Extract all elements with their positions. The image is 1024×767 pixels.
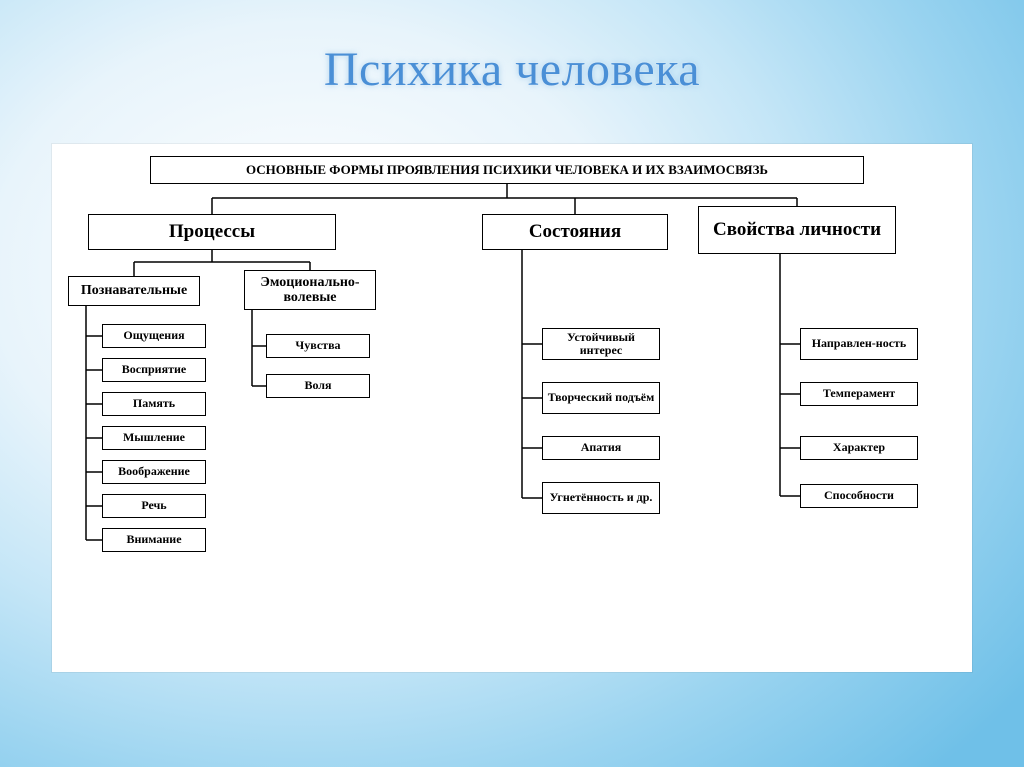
node-proc: Процессы — [88, 214, 336, 250]
node-volya: Воля — [266, 374, 370, 398]
connector-12 — [780, 254, 800, 496]
diagram-panel: ОСНОВНЫЕ ФОРМЫ ПРОЯВЛЕНИЯ ПСИХИКИ ЧЕЛОВЕ… — [52, 144, 972, 672]
node-spos: Способности — [800, 484, 918, 508]
node-khar: Характер — [800, 436, 918, 460]
node-ugn: Угнетённость и др. — [542, 482, 660, 514]
node-top: ОСНОВНЫЕ ФОРМЫ ПРОЯВЛЕНИЯ ПСИХИКИ ЧЕЛОВЕ… — [150, 156, 864, 184]
connector-9 — [86, 306, 102, 540]
node-voobr: Воображение — [102, 460, 206, 484]
node-svoi: Свойства личности — [698, 206, 896, 254]
node-sost: Состояния — [482, 214, 668, 250]
node-oshch: Ощущения — [102, 324, 206, 348]
node-uint: Устойчивый интерес — [542, 328, 660, 360]
connector-11 — [522, 250, 542, 498]
node-napr: Направлен-ность — [800, 328, 918, 360]
node-vospr: Восприятие — [102, 358, 206, 382]
slide-title: Психика человека — [0, 0, 1024, 97]
node-vnim: Внимание — [102, 528, 206, 552]
node-chuv: Чувства — [266, 334, 370, 358]
node-temp: Темперамент — [800, 382, 918, 406]
node-emoc: Эмоционально-волевые — [244, 270, 376, 310]
node-apat: Апатия — [542, 436, 660, 460]
connector-10 — [252, 310, 266, 386]
node-mysh: Мышление — [102, 426, 206, 450]
node-pozn: Познавательные — [68, 276, 200, 306]
node-rech: Речь — [102, 494, 206, 518]
node-tvor: Творческий подъём — [542, 382, 660, 414]
node-pam: Память — [102, 392, 206, 416]
